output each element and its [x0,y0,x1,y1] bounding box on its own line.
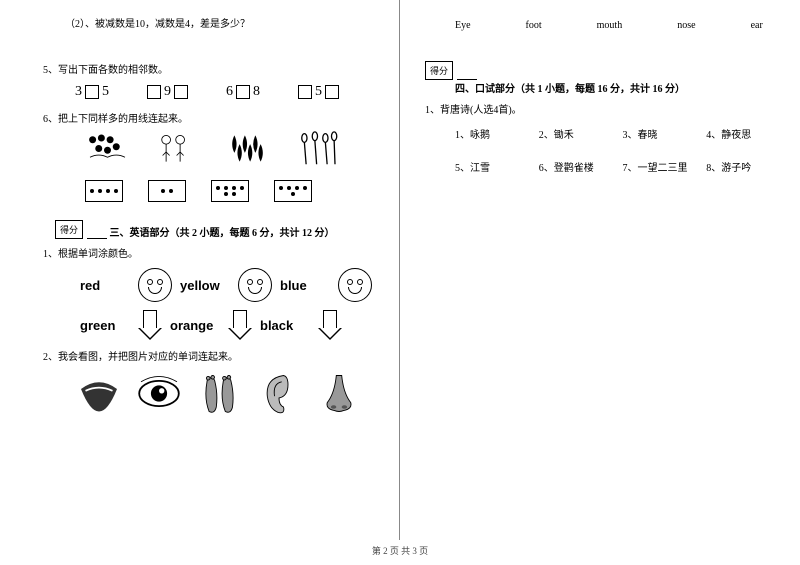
arrow-down-icon [318,310,342,340]
arrow-down-icon [228,310,252,340]
flower-icon [85,131,130,166]
word: nose [677,20,695,31]
dot-box [274,180,312,202]
smiley-icon [338,268,372,302]
poem-item: 3、春晓 [623,126,697,141]
color-word: yellow [180,278,230,293]
dot-box [85,180,123,202]
foot-icon [195,371,243,416]
mouth-icon [75,371,123,416]
score-label: 得分 [55,220,83,239]
section-3-title: 三、英语部分（共 2 小题，每题 6 分，共计 12 分） [110,228,335,239]
left-column: （2）、被减数是10，减数是4，差是多少？ 5、写出下面各数的相邻数。 35 9… [0,0,400,540]
english-words-row: Eye foot mouth nose ear [455,20,780,31]
word: Eye [455,20,471,31]
color-word: red [80,278,130,293]
nose-icon [315,371,363,416]
poem-item: 2、锄禾 [539,126,613,141]
poem-item: 1、咏鹅 [455,126,529,141]
body-parts-row [75,371,379,416]
poem-item: 5、江雪 [455,159,529,174]
smiley-icon [238,268,272,302]
poem-item: 7、一望二三里 [623,159,697,174]
arrow-down-icon [138,310,162,340]
color-word: black [260,318,310,333]
score-label: 得分 [425,61,453,80]
flower-row [85,131,379,166]
poem-list: 1、咏鹅 2、锄禾 3、春晓 4、静夜思 5、江雪 6、登鹳雀楼 7、一望二三里… [455,126,780,174]
eye-icon [135,371,183,416]
poem-item: 8、游子吟 [706,159,780,174]
dot-box [211,180,249,202]
ear-icon [255,371,303,416]
word: ear [751,20,763,31]
q5: 5、写出下面各数的相邻数。 [43,61,379,76]
q4-oral-1: 1、背唐诗(人选4首)。 [425,101,780,116]
color-word: green [80,318,130,333]
q6: 6、把上下同样多的用线连起来。 [43,110,379,125]
num-group: 9 [147,84,188,100]
poem-item: 4、静夜思 [706,126,780,141]
q3-2: 2、我会看图，并把图片对应的单词连起来。 [43,348,379,363]
num-group: 35 [75,84,109,100]
page-footer: 第 2 页 共 3 页 [0,544,800,557]
color-word: blue [280,278,330,293]
q4-2: （2）、被减数是10，减数是4，差是多少？ [65,15,379,30]
color-word: orange [170,318,220,333]
q3-1: 1、根据单词涂颜色。 [43,245,379,260]
num-group: 5 [298,84,339,100]
word: mouth [597,20,623,31]
color-row-1: red yellow blue [80,268,379,302]
word: foot [526,20,542,31]
flower-icon [295,131,340,166]
right-column: Eye foot mouth nose ear 得分 四、口试部分（共 1 小题… [400,0,800,540]
section-4-title: 四、口试部分（共 1 小题，每题 16 分，共计 16 分） [455,84,685,95]
flower-icon [155,131,200,166]
smiley-icon [138,268,172,302]
num-group: 68 [226,84,260,100]
flower-icon [225,131,270,166]
number-neighbors-row: 35 9 68 5 [75,84,379,100]
dot-box-row [85,180,379,202]
dot-box [148,180,186,202]
color-row-2: green orange black [80,310,379,340]
poem-item: 6、登鹳雀楼 [539,159,613,174]
